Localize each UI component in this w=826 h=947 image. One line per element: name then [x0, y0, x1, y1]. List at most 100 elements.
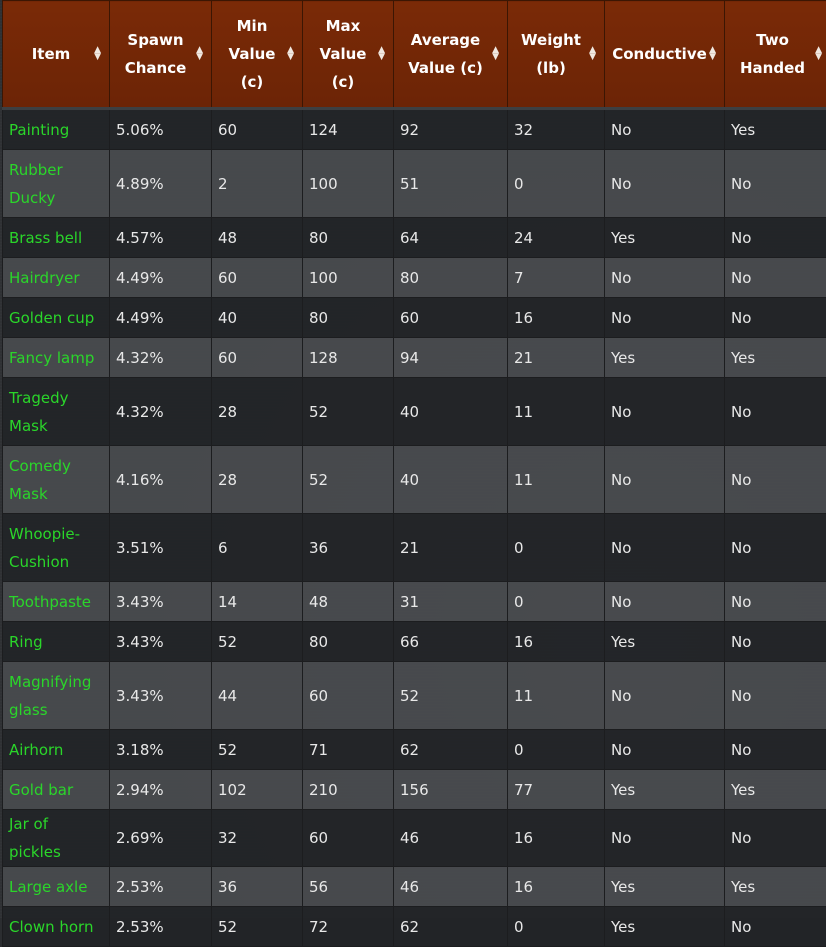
spawn-chance-cell: 4.32%: [110, 378, 212, 446]
spawn-chance-cell: 2.53%: [110, 867, 212, 907]
sort-arrows-icon[interactable]: ▲▼: [492, 47, 499, 61]
conductive-cell: No: [605, 446, 725, 514]
item-name-link[interactable]: Tragedy Mask: [3, 378, 110, 446]
weight-cell: 0: [508, 582, 605, 622]
table-row: Brass bell 4.57% 48 80 64 24 Yes No: [3, 218, 826, 258]
conductive-cell: No: [605, 730, 725, 770]
column-header-average-value[interactable]: Average Value (c) ▲▼: [394, 1, 508, 109]
item-name-link[interactable]: Jar of pickles: [3, 810, 110, 867]
max-value-cell: 80: [303, 622, 394, 662]
max-value-cell: 124: [303, 109, 394, 150]
conductive-cell: No: [605, 662, 725, 730]
two-handed-cell: Yes: [725, 109, 826, 150]
min-value-cell: 52: [212, 730, 303, 770]
table-row: Comedy Mask 4.16% 28 52 40 11 No No: [3, 446, 826, 514]
column-header-min-value[interactable]: Min Value (c)▲▼: [212, 1, 303, 109]
min-value-cell: 6: [212, 514, 303, 582]
weight-cell: 11: [508, 446, 605, 514]
column-header-label: Average Value (c): [408, 31, 483, 77]
weight-cell: 32: [508, 109, 605, 150]
item-name-link[interactable]: Large axle: [3, 867, 110, 907]
item-name-link[interactable]: Gold bar: [3, 770, 110, 810]
item-name-link[interactable]: Fancy lamp: [3, 338, 110, 378]
min-value-cell: 44: [212, 662, 303, 730]
sort-arrows-icon[interactable]: ▲▼: [196, 47, 203, 61]
table-row: Magnifying glass 3.43% 44 60 52 11 No No: [3, 662, 826, 730]
max-value-cell: 56: [303, 867, 394, 907]
item-name-link[interactable]: Toothpaste: [3, 582, 110, 622]
sort-arrows-icon[interactable]: ▲▼: [378, 47, 385, 61]
max-value-cell: 52: [303, 446, 394, 514]
two-handed-cell: No: [725, 378, 826, 446]
item-name-link[interactable]: Ring: [3, 622, 110, 662]
max-value-cell: 100: [303, 258, 394, 298]
spawn-chance-cell: 4.57%: [110, 218, 212, 258]
table-row: Ring 3.43% 52 80 66 16 Yes No: [3, 622, 826, 662]
item-name-link[interactable]: Brass bell: [3, 218, 110, 258]
average-value-cell: 156: [394, 770, 508, 810]
max-value-cell: 60: [303, 810, 394, 867]
spawn-chance-cell: 4.49%: [110, 258, 212, 298]
min-value-cell: 52: [212, 907, 303, 947]
item-name-link[interactable]: Painting: [3, 109, 110, 150]
weight-cell: 16: [508, 810, 605, 867]
weight-cell: 24: [508, 218, 605, 258]
column-header-spawn-chance[interactable]: Spawn Chance▲▼: [110, 1, 212, 109]
min-value-cell: 28: [212, 446, 303, 514]
item-name-link[interactable]: Golden cup: [3, 298, 110, 338]
conductive-cell: No: [605, 378, 725, 446]
sort-arrows-icon[interactable]: ▲▼: [709, 47, 716, 61]
sort-arrows-icon[interactable]: ▲▼: [589, 47, 596, 61]
column-header-max-value[interactable]: Max Value (c)▲▼: [303, 1, 394, 109]
weight-cell: 11: [508, 378, 605, 446]
spawn-chance-cell: 3.51%: [110, 514, 212, 582]
weight-cell: 77: [508, 770, 605, 810]
sort-arrows-icon[interactable]: ▲▼: [815, 47, 822, 61]
item-name-link[interactable]: Airhorn: [3, 730, 110, 770]
two-handed-cell: No: [725, 582, 826, 622]
max-value-cell: 210: [303, 770, 394, 810]
item-name-link[interactable]: Whoopie-Cushion: [3, 514, 110, 582]
column-header-conductive[interactable]: Conductive▲▼: [605, 1, 725, 109]
spawn-chance-cell: 3.43%: [110, 622, 212, 662]
min-value-cell: 2: [212, 150, 303, 218]
sort-arrows-icon[interactable]: ▲▼: [94, 47, 101, 61]
item-name-link[interactable]: Hairdryer: [3, 258, 110, 298]
column-header-label: Two Handed: [740, 31, 805, 77]
weight-cell: 0: [508, 730, 605, 770]
column-header-two-handed[interactable]: Two Handed ▲▼: [725, 1, 826, 109]
two-handed-cell: No: [725, 150, 826, 218]
item-name-link[interactable]: Rubber Ducky: [3, 150, 110, 218]
weight-cell: 16: [508, 622, 605, 662]
average-value-cell: 40: [394, 378, 508, 446]
item-name-link[interactable]: Clown horn: [3, 907, 110, 947]
min-value-cell: 36: [212, 867, 303, 907]
conductive-cell: No: [605, 150, 725, 218]
average-value-cell: 94: [394, 338, 508, 378]
conductive-cell: Yes: [605, 770, 725, 810]
column-header-item[interactable]: Item▲▼: [3, 1, 110, 109]
weight-cell: 21: [508, 338, 605, 378]
max-value-cell: 128: [303, 338, 394, 378]
min-value-cell: 60: [212, 109, 303, 150]
two-handed-cell: Yes: [725, 338, 826, 378]
average-value-cell: 60: [394, 298, 508, 338]
two-handed-cell: Yes: [725, 770, 826, 810]
sort-arrows-icon[interactable]: ▲▼: [287, 47, 294, 61]
average-value-cell: 64: [394, 218, 508, 258]
two-handed-cell: No: [725, 514, 826, 582]
two-handed-cell: No: [725, 258, 826, 298]
item-name-link[interactable]: Magnifying glass: [3, 662, 110, 730]
two-handed-cell: No: [725, 730, 826, 770]
column-header-weight[interactable]: Weight (lb)▲▼: [508, 1, 605, 109]
spawn-chance-cell: 4.49%: [110, 298, 212, 338]
table-row: Painting 5.06% 60 124 92 32 No Yes: [3, 109, 826, 150]
item-name-link[interactable]: Comedy Mask: [3, 446, 110, 514]
table-row: Jar of pickles 2.69% 32 60 46 16 No No: [3, 810, 826, 867]
spawn-chance-cell: 4.89%: [110, 150, 212, 218]
two-handed-cell: No: [725, 907, 826, 947]
weight-cell: 0: [508, 514, 605, 582]
weight-cell: 16: [508, 298, 605, 338]
spawn-chance-cell: 4.32%: [110, 338, 212, 378]
average-value-cell: 40: [394, 446, 508, 514]
